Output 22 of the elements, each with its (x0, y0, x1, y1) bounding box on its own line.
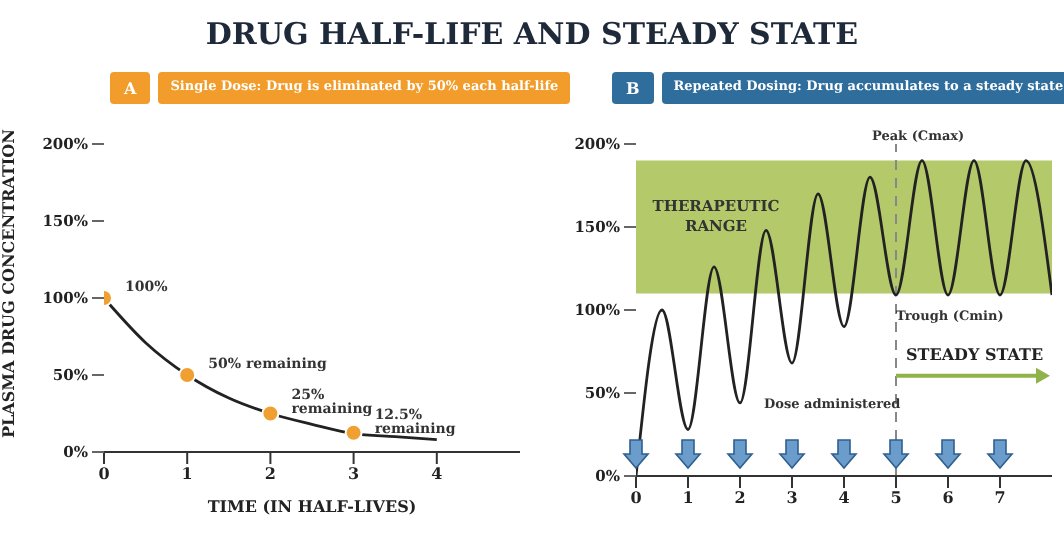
point (178, 366, 197, 384)
x-tick-label: 5 (890, 487, 902, 508)
x-axis-title: TIME (IN HALF-LIVES) (207, 496, 417, 516)
x-tick-label: 0 (630, 487, 643, 508)
x-tick-label: 3 (786, 487, 799, 508)
x-tick-label: 6 (942, 487, 955, 508)
x-tick-label: 2 (264, 463, 276, 484)
point (261, 404, 280, 423)
chart-title: A (110, 72, 151, 104)
annotation: STEADY STATE (906, 343, 1044, 364)
y-axis-title: PLASMA DRUG CONCENTRATION (0, 129, 18, 438)
x-tick-label: 3 (348, 463, 361, 484)
x-tick-label: 1 (682, 487, 694, 508)
x-tick-label: 0 (98, 463, 111, 484)
x-tick-label: 7 (994, 487, 1006, 508)
point (344, 423, 363, 442)
x-tick-label: 4 (838, 487, 851, 508)
x-tick-label: 4 (431, 463, 444, 484)
x-tick-label: 2 (734, 487, 746, 508)
x-tick-label: 1 (181, 463, 193, 484)
chart-title: B (612, 72, 654, 104)
text: DRUG HALF-LIFE AND STEADY STATE (203, 16, 861, 52)
